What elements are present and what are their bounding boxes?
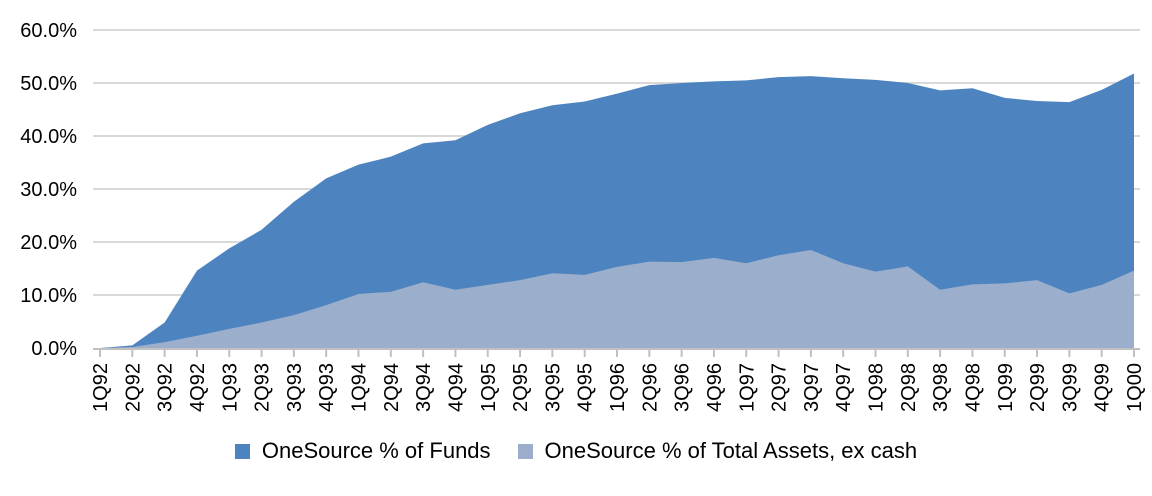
x-axis-label: 4Q95 [575, 363, 597, 412]
y-axis-label: 30.0% [20, 179, 77, 201]
x-axis-label: 2Q93 [252, 363, 274, 412]
y-axis-label: 60.0% [20, 20, 77, 42]
x-axis-label: 4Q98 [962, 363, 984, 412]
x-axis-label: 1Q00 [1124, 363, 1146, 412]
x-axis-label: 1Q93 [219, 363, 241, 412]
y-axis-label: 10.0% [20, 285, 77, 307]
x-axis-label: 1Q99 [995, 363, 1017, 412]
x-axis-label: 2Q95 [510, 363, 532, 412]
x-axis-label: 2Q99 [1027, 363, 1049, 412]
x-axis-label: 3Q93 [284, 363, 306, 412]
x-axis-label: 1Q97 [736, 363, 758, 412]
x-axis-label: 3Q98 [930, 363, 952, 412]
total-assets-area [100, 249, 1134, 348]
x-axis-label: 3Q96 [672, 363, 694, 412]
x-axis-label: 4Q93 [316, 363, 338, 412]
x-axis-label: 3Q95 [542, 363, 564, 412]
x-axis-label: 2Q92 [122, 363, 144, 412]
y-axis-label: 40.0% [20, 126, 77, 148]
y-axis-label: 50.0% [20, 73, 77, 95]
legend-swatch-total-assets-icon [517, 443, 533, 459]
y-axis-label: 20.0% [20, 232, 77, 254]
x-axis-label: 2Q97 [769, 363, 791, 412]
x-axis-label: 1Q94 [349, 363, 371, 412]
x-axis-label: 3Q97 [801, 363, 823, 412]
x-axis-label: 4Q97 [833, 363, 855, 412]
x-axis-label: 3Q94 [413, 363, 435, 412]
x-axis-label: 1Q98 [866, 363, 888, 412]
legend-item-total-assets: OneSource % of Total Assets, ex cash [517, 438, 918, 464]
plot-area: 0.0% 10.0% 20.0% 30.0% 40.0% 50.0% 60.0% 1Q92 2Q… [20, 20, 1146, 412]
legend-item-funds: OneSource % of Funds [234, 438, 491, 464]
x-axis-label: 4Q99 [1092, 363, 1114, 412]
x-axis-label: 3Q92 [155, 363, 177, 412]
legend-swatch-funds-icon [234, 443, 250, 459]
x-axis-label: 1Q96 [607, 363, 629, 412]
x-axis-label: 2Q94 [381, 363, 403, 412]
x-axis-label: 4Q96 [704, 363, 726, 412]
x-axis-label: 2Q98 [898, 363, 920, 412]
x-axis-label: 3Q99 [1059, 363, 1081, 412]
legend-label-funds: OneSource % of Funds [261, 438, 491, 463]
y-axis-label: 0.0% [31, 338, 77, 360]
x-axis-label: 4Q92 [187, 363, 209, 412]
chart-legend: OneSource % of Funds OneSource % of Tota… [0, 438, 1152, 464]
legend-label-total-assets: OneSource % of Total Assets, ex cash [544, 438, 918, 463]
x-axis-label: 1Q92 [90, 363, 112, 412]
x-axis-label: 2Q96 [639, 363, 661, 412]
x-axis-label: 1Q95 [478, 363, 500, 412]
x-axis-label: 4Q94 [445, 363, 467, 412]
